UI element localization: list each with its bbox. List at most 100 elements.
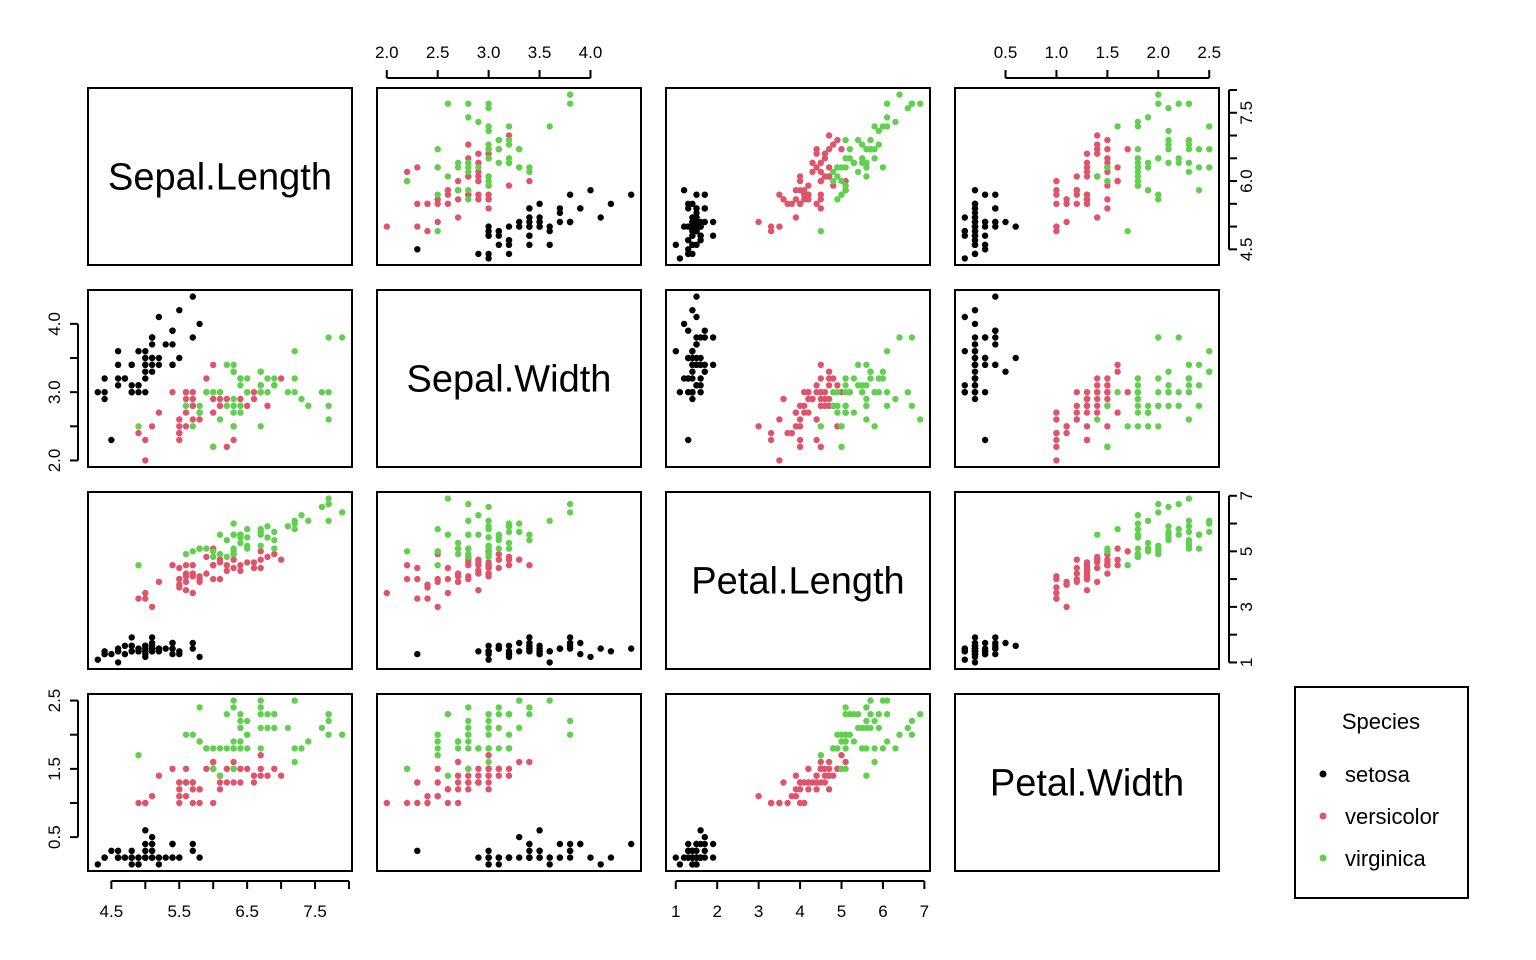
- point-setosa: [114, 659, 122, 666]
- point-setosa: [981, 191, 989, 198]
- point-setosa: [546, 223, 553, 230]
- point-virginica: [244, 745, 251, 752]
- point-setosa: [536, 200, 543, 207]
- point-virginica: [230, 765, 237, 772]
- point-versicolor: [403, 168, 411, 176]
- tick-label: 0.5: [45, 825, 64, 849]
- point-versicolor: [813, 200, 820, 207]
- point-virginica: [434, 164, 441, 171]
- point-versicolor: [1053, 429, 1060, 437]
- point-virginica: [325, 389, 332, 396]
- point-virginica: [203, 745, 210, 752]
- point-setosa: [607, 648, 615, 655]
- point-setosa: [142, 361, 149, 368]
- point-setosa: [128, 648, 135, 655]
- point-versicolor: [444, 799, 452, 807]
- point-setosa: [114, 382, 122, 389]
- point-virginica: [505, 745, 513, 752]
- point-virginica: [475, 164, 482, 171]
- point-virginica: [908, 717, 916, 725]
- point-setosa: [680, 187, 688, 194]
- point-versicolor: [505, 132, 513, 139]
- point-virginica: [566, 717, 574, 725]
- point-virginica: [516, 146, 523, 153]
- point-virginica: [434, 738, 441, 745]
- point-virginica: [1134, 545, 1142, 552]
- point-versicolor: [817, 205, 824, 212]
- point-virginica: [196, 704, 203, 711]
- point-virginica: [546, 697, 553, 704]
- point-virginica: [291, 520, 298, 527]
- point-virginica: [854, 361, 862, 368]
- point-versicolor: [1114, 562, 1121, 569]
- point-virginica: [1195, 382, 1203, 389]
- panel-Petal.Width-vs-Sepal.Width: [954, 289, 1220, 468]
- tick-label: 3: [754, 902, 763, 921]
- point-versicolor: [1053, 200, 1060, 207]
- point-setosa: [128, 642, 135, 649]
- point-virginica: [230, 697, 237, 704]
- point-versicolor: [1053, 191, 1060, 198]
- point-virginica: [1185, 537, 1193, 544]
- legend-marker-setosa: [1319, 770, 1327, 778]
- point-setosa: [135, 854, 142, 861]
- point-versicolor: [1094, 409, 1101, 416]
- point-setosa: [148, 334, 156, 341]
- point-versicolor: [142, 595, 149, 602]
- point-virginica: [230, 738, 237, 745]
- point-versicolor: [505, 772, 513, 779]
- point-virginica: [485, 146, 492, 153]
- point-virginica: [284, 389, 292, 396]
- point-virginica: [505, 155, 513, 162]
- point-virginica: [838, 423, 845, 430]
- point-virginica: [1155, 542, 1162, 549]
- point-versicolor: [196, 575, 203, 583]
- point-setosa: [597, 861, 604, 868]
- point-versicolor: [424, 200, 431, 207]
- point-virginica: [1185, 389, 1193, 396]
- point-virginica: [216, 772, 224, 779]
- legend-marker-versicolor: [1319, 812, 1327, 820]
- point-virginica: [850, 375, 858, 382]
- point-setosa: [536, 214, 543, 221]
- point-versicolor: [434, 575, 441, 583]
- panel-Sepal.Width-vs-Petal.Length: [376, 491, 642, 670]
- point-setosa: [971, 218, 979, 226]
- point-versicolor: [135, 429, 142, 437]
- point-virginica: [1155, 509, 1162, 516]
- point-virginica: [838, 177, 845, 185]
- point-setosa: [505, 854, 513, 861]
- point-versicolor: [1104, 159, 1111, 166]
- point-versicolor: [825, 765, 833, 772]
- point-versicolor: [169, 389, 176, 396]
- point-virginica: [859, 159, 866, 166]
- point-versicolor: [817, 159, 824, 166]
- tick-label: 4.5: [1237, 238, 1256, 262]
- panel-frame: [376, 87, 642, 266]
- point-virginica: [465, 168, 472, 176]
- point-setosa: [971, 634, 979, 641]
- point-versicolor: [169, 562, 176, 569]
- point-virginica: [867, 697, 874, 704]
- point-versicolor: [1094, 389, 1101, 396]
- point-virginica: [842, 182, 849, 189]
- x-axis-Sepal.Width-top: 2.0 2.5 3.0 3.5 4.0: [375, 43, 602, 79]
- point-versicolor: [830, 772, 837, 779]
- point-setosa: [526, 634, 533, 641]
- point-versicolor: [142, 436, 149, 444]
- point-virginica: [475, 745, 482, 752]
- point-virginica: [244, 389, 251, 396]
- point-virginica: [271, 545, 278, 552]
- point-setosa: [981, 389, 989, 396]
- point-virginica: [505, 159, 513, 166]
- point-setosa: [971, 648, 979, 655]
- point-virginica: [495, 745, 502, 752]
- point-virginica: [1175, 100, 1182, 107]
- point-setosa: [505, 250, 513, 258]
- point-setosa: [685, 436, 692, 444]
- point-versicolor: [1083, 409, 1091, 416]
- point-virginica: [1165, 141, 1172, 148]
- point-virginica: [1134, 520, 1142, 527]
- point-virginica: [863, 416, 870, 423]
- point-virginica: [842, 375, 849, 382]
